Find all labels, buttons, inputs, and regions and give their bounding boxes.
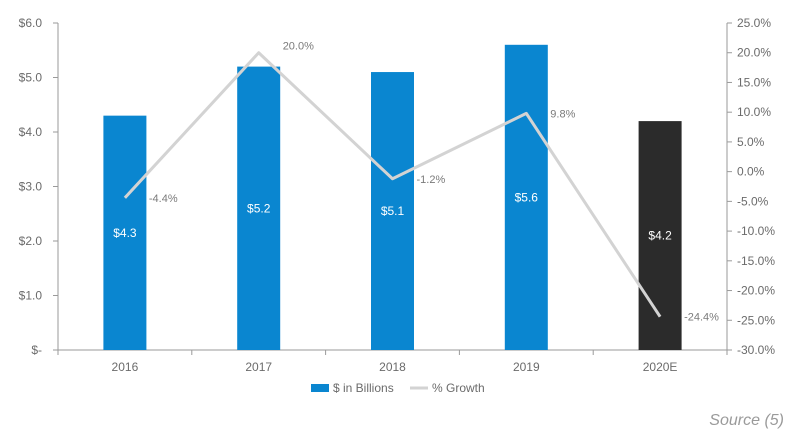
legend: $ in Billions % Growth (311, 381, 485, 395)
growth-data-label: -1.2% (417, 174, 446, 186)
right-axis-tick-label: -30.0% (737, 343, 775, 357)
growth-data-label: -4.4% (149, 193, 178, 205)
x-axis-tick-label: 2017 (245, 360, 272, 374)
x-axis: 2016 2017 2018 2019 2020E (57, 349, 728, 374)
left-axis-tick-label: $5.0 (19, 71, 43, 85)
left-axis-tick-label: $4.0 (19, 125, 43, 139)
bar (638, 121, 682, 350)
bar (504, 44, 548, 351)
growth-data-label: 20.0% (283, 41, 314, 53)
growth-data-label: 9.8% (550, 108, 575, 120)
bar-data-label: $5.6 (515, 190, 539, 204)
bar-data-label: $4.3 (113, 226, 137, 240)
right-axis: -30.0% -25.0% -20.0% -15.0% -10.0% -5.0% 0.0% 5… (726, 16, 775, 357)
bar-data-label: $5.2 (247, 201, 271, 215)
bar (237, 66, 281, 350)
bar (103, 115, 147, 351)
left-axis: $- $1.0 $2.0 $3.0 $4.0 $5.0 $6.0 (19, 16, 59, 357)
bar-series: $4.3 $5.2 $5.1 $5.6 $4.2 (103, 44, 682, 351)
left-axis-tick-label: $3.0 (19, 180, 43, 194)
left-axis-tick-label: $1.0 (19, 289, 43, 303)
legend-label: % Growth (432, 381, 485, 395)
left-axis-tick-label: $2.0 (19, 234, 43, 248)
right-axis-tick-label: -5.0% (737, 194, 769, 208)
source-note: Source (5) (709, 412, 784, 429)
right-axis-tick-label: -15.0% (737, 254, 775, 268)
bar-data-label: $4.2 (648, 229, 672, 243)
right-axis-tick-label: 5.0% (737, 135, 765, 149)
right-axis-tick-label: 0.0% (737, 165, 765, 179)
legend-swatch-bar (311, 384, 329, 392)
right-axis-tick-label: 25.0% (737, 16, 771, 30)
right-axis-tick-label: 20.0% (737, 46, 771, 60)
right-axis-tick-label: -25.0% (737, 313, 775, 327)
left-axis-tick-label: $- (31, 343, 42, 357)
bar (371, 72, 414, 351)
x-axis-tick-label: 2018 (379, 360, 406, 374)
legend-label: $ in Billions (333, 381, 394, 395)
bar-data-label: $5.1 (381, 204, 405, 218)
x-axis-tick-label: 2016 (112, 360, 139, 374)
x-axis-tick-label: 2019 (513, 360, 540, 374)
x-axis-tick-label: 2020E (643, 360, 678, 374)
left-axis-tick-label: $6.0 (19, 16, 43, 30)
growth-line (123, 51, 662, 318)
right-axis-tick-label: -10.0% (737, 224, 775, 238)
right-axis-tick-label: -20.0% (737, 284, 775, 298)
right-axis-tick-label: 10.0% (737, 105, 771, 119)
growth-line-series: -4.4% 20.0% -1.2% 9.8% -24.4% (123, 41, 719, 324)
growth-data-label: -24.4% (684, 312, 719, 324)
right-axis-tick-label: 15.0% (737, 75, 771, 89)
